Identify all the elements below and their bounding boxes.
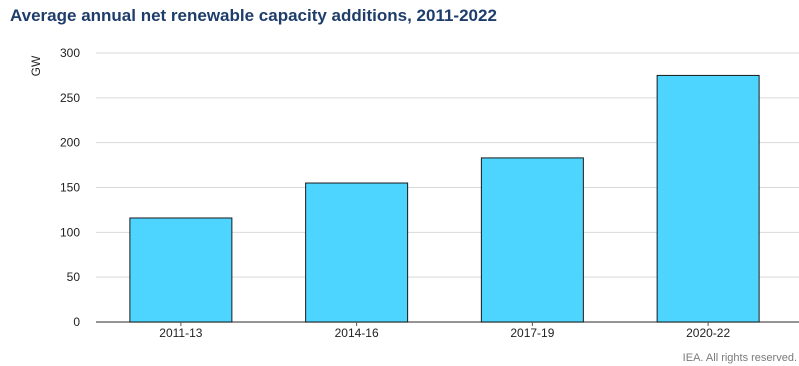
y-tick-label: 100 bbox=[60, 225, 80, 239]
y-axis-label: GW bbox=[29, 55, 43, 76]
bar-2014-16 bbox=[305, 182, 409, 323]
x-tick-labels: 2011-13 2014-16 2017-19 2020-22 bbox=[159, 322, 730, 340]
bars bbox=[129, 74, 760, 323]
y-tick-label: 300 bbox=[60, 46, 80, 60]
x-tick-label: 2017-19 bbox=[510, 326, 554, 340]
y-tick-labels: 0 50 100 150 200 250 300 bbox=[60, 46, 80, 329]
y-tick-label: 150 bbox=[60, 181, 80, 195]
x-tick-label: 2020-22 bbox=[686, 326, 730, 340]
y-tick-label: 200 bbox=[60, 136, 80, 150]
y-tick-label: 0 bbox=[73, 315, 80, 329]
source-note: IEA. All rights reserved. bbox=[682, 352, 797, 364]
x-tick-label: 2014-16 bbox=[335, 326, 379, 340]
bar-2017-19 bbox=[480, 157, 584, 323]
chart-title: Average annual net renewable capacity ad… bbox=[10, 6, 497, 25]
bar-2011-13 bbox=[129, 217, 233, 323]
x-tick-label: 2011-13 bbox=[159, 326, 202, 340]
bar-2020-22 bbox=[656, 74, 760, 323]
y-tick-label: 50 bbox=[67, 270, 81, 284]
y-tick-label: 250 bbox=[60, 91, 80, 105]
